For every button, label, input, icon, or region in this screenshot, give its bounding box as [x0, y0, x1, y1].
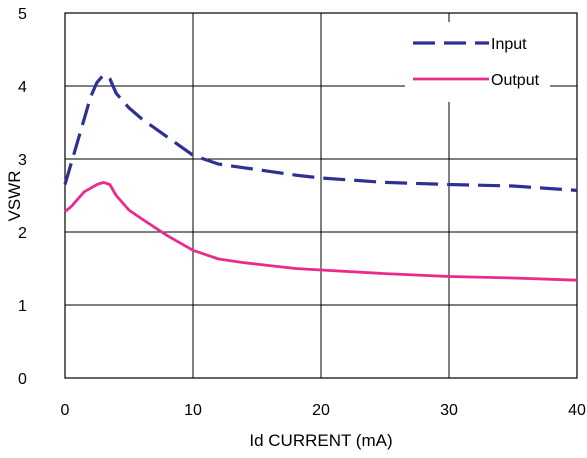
- legend: Input Output: [405, 22, 550, 102]
- x-tick-label: 10: [184, 402, 202, 419]
- y-tick-labels: 0 1 2 3 4 5: [18, 6, 27, 388]
- x-tick-label: 30: [440, 402, 458, 419]
- y-axis-title: VSWR: [5, 171, 24, 222]
- y-tick-label: 2: [18, 225, 27, 242]
- x-tick-label: 0: [61, 402, 70, 419]
- series-line-input: [63, 73, 578, 192]
- x-axis-title: Id CURRENT (mA): [249, 431, 392, 450]
- x-tick-label: 20: [312, 402, 330, 419]
- series-line-output: [64, 180, 578, 282]
- x-tick-labels: 0 10 20 30 40: [61, 402, 586, 419]
- legend-label-output: Output: [491, 72, 540, 89]
- y-tick-label: 0: [18, 371, 27, 388]
- legend-label-input: Input: [491, 36, 527, 53]
- legend-box: [405, 22, 550, 102]
- y-tick-label: 3: [18, 152, 27, 169]
- y-tick-label: 4: [18, 79, 27, 96]
- x-tick-label: 40: [568, 402, 586, 419]
- y-tick-label: 5: [18, 6, 27, 23]
- y-tick-label: 1: [18, 298, 27, 315]
- series-layer: [63, 73, 578, 282]
